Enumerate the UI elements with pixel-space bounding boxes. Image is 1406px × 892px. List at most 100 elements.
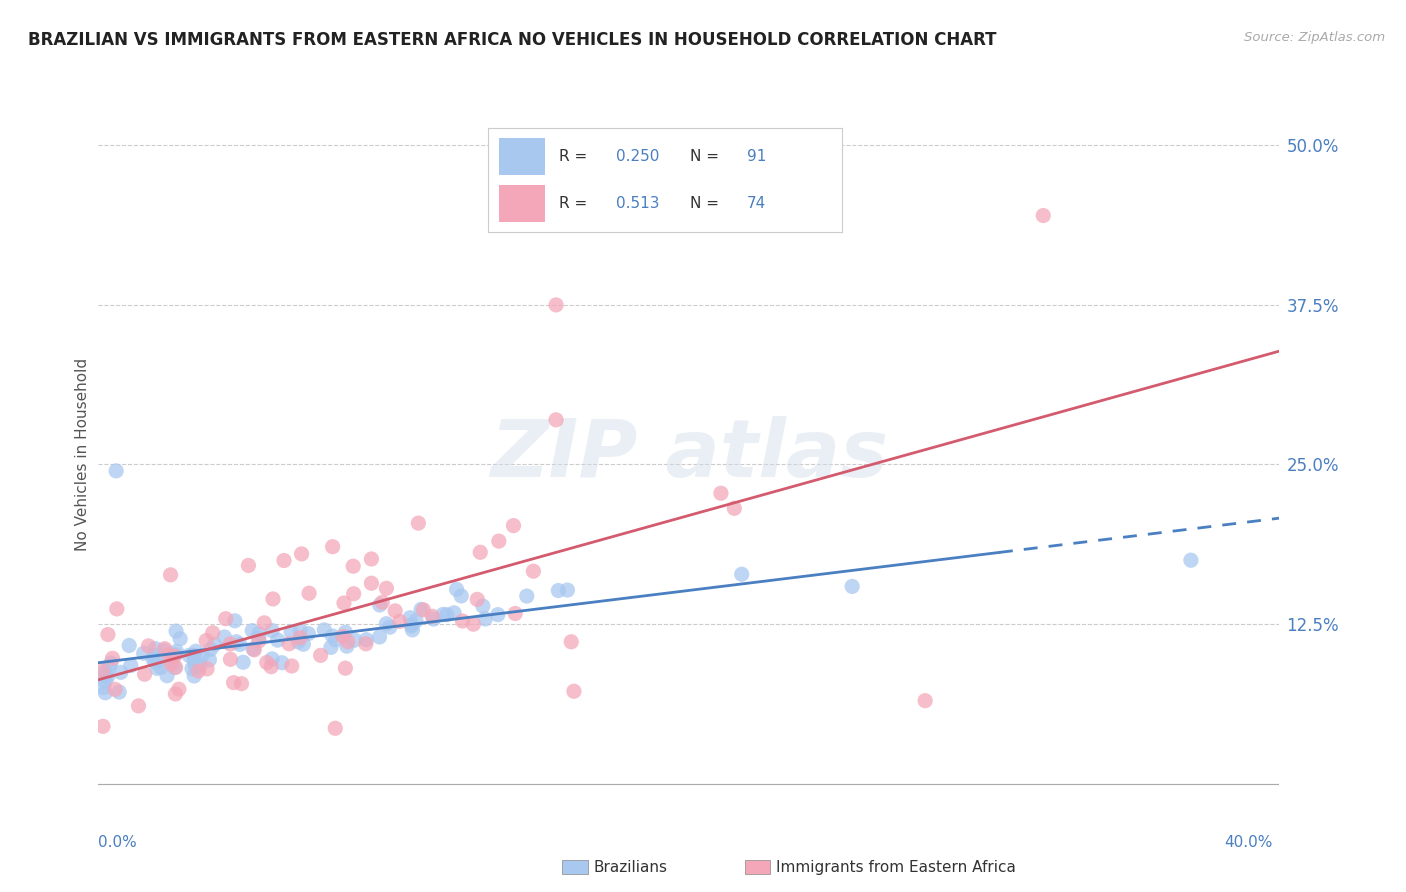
Point (436, 607, 458, 622)
Point (222, 675, 245, 690)
Point (91, 664, 114, 678)
Point (325, 632, 347, 647)
Point (262, 624, 284, 638)
Point (422, 609, 444, 624)
Point (731, 567, 754, 582)
Point (291, 547, 314, 561)
Point (502, 518, 524, 533)
Point (232, 655, 254, 669)
Point (378, 620, 401, 634)
Point (156, 669, 179, 683)
Point (247, 634, 270, 648)
Point (422, 612, 444, 626)
Point (450, 589, 472, 603)
Point (105, 464, 128, 478)
Point (287, 635, 309, 649)
Point (375, 616, 398, 631)
Point (97, 627, 120, 641)
Point (1032, 209, 1054, 223)
Point (262, 652, 284, 666)
Point (104, 682, 127, 697)
Point (97, 670, 120, 684)
Point (710, 486, 733, 500)
Point (198, 653, 221, 667)
Point (183, 648, 205, 663)
Point (165, 687, 187, 701)
Point (412, 603, 434, 617)
Point (411, 602, 433, 616)
Point (142, 653, 165, 667)
Point (132, 646, 155, 660)
Point (399, 611, 422, 625)
Point (201, 625, 224, 640)
Point (297, 626, 319, 640)
Point (309, 648, 332, 663)
Point (280, 659, 302, 673)
Point (368, 598, 391, 612)
Point (128, 698, 150, 713)
Point (247, 626, 270, 640)
Point (157, 653, 180, 667)
Point (516, 589, 538, 603)
Point (165, 648, 187, 662)
Point (243, 643, 266, 657)
Point (260, 659, 283, 673)
Point (138, 639, 160, 653)
Point (343, 633, 366, 648)
Point (446, 582, 468, 597)
Point (188, 658, 211, 673)
Point (105, 602, 128, 616)
Point (204, 638, 226, 652)
Point (215, 612, 238, 626)
Point (165, 660, 187, 674)
Point (332, 630, 354, 644)
Point (91, 719, 114, 733)
Point (914, 694, 936, 708)
Point (474, 612, 496, 626)
Point (465, 592, 488, 607)
Point (278, 637, 301, 651)
Point (432, 607, 454, 622)
Point (219, 637, 242, 651)
Point (463, 617, 485, 632)
Point (375, 581, 398, 595)
Point (560, 635, 582, 649)
Point (262, 591, 284, 606)
Text: Brazilians: Brazilians (593, 860, 668, 874)
Point (547, 583, 569, 598)
Point (94, 686, 117, 700)
Point (723, 501, 745, 516)
Point (401, 619, 423, 633)
Point (157, 648, 180, 662)
Point (273, 553, 295, 567)
Point (333, 596, 356, 610)
Point (322, 540, 344, 554)
Point (134, 667, 156, 681)
Point (200, 642, 222, 657)
Point (488, 534, 510, 549)
Point (356, 632, 378, 647)
Point (321, 629, 343, 643)
Point (522, 564, 544, 578)
Point (167, 682, 190, 697)
Point (335, 661, 357, 675)
Point (408, 516, 430, 530)
Point (166, 644, 188, 658)
Text: Source: ZipAtlas.com: Source: ZipAtlas.com (1244, 31, 1385, 45)
Point (153, 641, 176, 656)
Point (187, 664, 209, 678)
Point (336, 639, 359, 653)
Point (100, 656, 122, 670)
Point (224, 614, 246, 628)
Point (184, 644, 207, 658)
Point (371, 595, 394, 609)
Point (253, 615, 276, 630)
Point (323, 721, 346, 735)
Point (1180, 553, 1202, 567)
Point (443, 606, 465, 620)
Point (360, 576, 382, 591)
Point (503, 607, 526, 621)
Point (184, 659, 207, 673)
Point (163, 660, 186, 674)
Point (451, 614, 474, 628)
